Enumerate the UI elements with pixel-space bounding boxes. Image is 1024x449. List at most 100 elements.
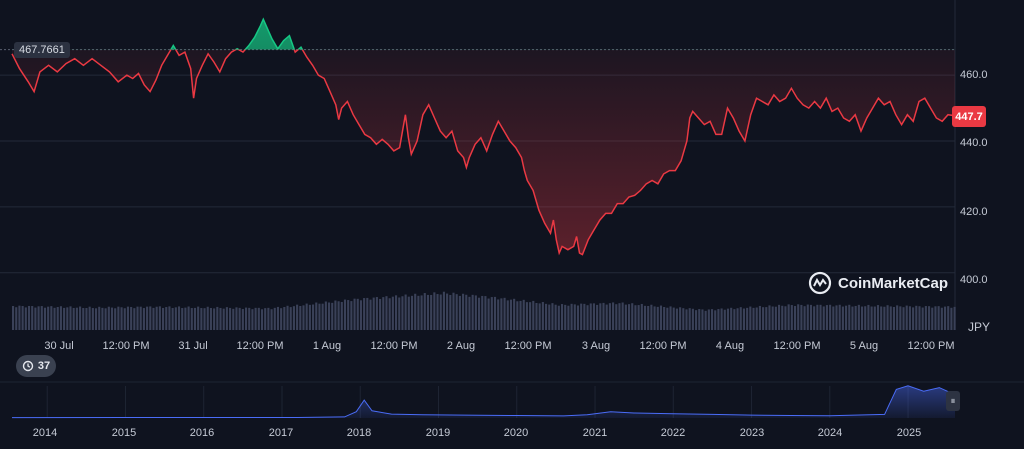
coinmarketcap-logo-icon bbox=[808, 271, 832, 295]
volume-bar bbox=[560, 304, 564, 330]
volume-bar bbox=[816, 304, 819, 330]
volume-bar bbox=[774, 306, 777, 330]
volume-bar bbox=[650, 304, 653, 330]
volume-bar bbox=[880, 306, 883, 330]
y-tick-label: 420.0 bbox=[960, 206, 988, 218]
volume-bar bbox=[733, 309, 736, 330]
volume-bar bbox=[803, 306, 806, 330]
navigator-area[interactable] bbox=[12, 385, 955, 418]
volume-bar bbox=[72, 307, 75, 330]
volume-bar bbox=[82, 308, 85, 330]
volume-bar bbox=[525, 302, 528, 330]
volume-bar bbox=[104, 308, 107, 330]
volume-bar bbox=[53, 307, 56, 330]
volume-bar bbox=[739, 307, 742, 330]
volume-bar bbox=[695, 310, 698, 330]
volume-bar bbox=[446, 293, 449, 330]
volume-bar bbox=[688, 308, 691, 330]
volume-bar bbox=[347, 300, 350, 330]
volume-bar bbox=[423, 293, 426, 330]
volume-bar bbox=[449, 294, 452, 330]
volume-bar bbox=[915, 305, 918, 330]
volume-bar bbox=[177, 306, 181, 330]
volume-bar bbox=[21, 306, 24, 330]
volume-bar bbox=[883, 306, 886, 330]
volume-bar bbox=[474, 295, 477, 330]
volume-bar bbox=[248, 307, 251, 330]
volume-bar bbox=[541, 302, 544, 330]
volume-bar bbox=[337, 301, 340, 330]
volume-bar bbox=[742, 308, 745, 330]
volume-bar bbox=[481, 295, 484, 330]
volume-bar bbox=[592, 303, 595, 330]
history-button[interactable]: 37 bbox=[16, 355, 56, 377]
volume-bar bbox=[312, 304, 315, 330]
navigator-year-label: 2015 bbox=[111, 427, 137, 439]
volume-bar bbox=[663, 306, 666, 330]
watermark: CoinMarketCap bbox=[808, 271, 948, 295]
volume-bar bbox=[516, 301, 519, 330]
volume-bar bbox=[806, 304, 809, 330]
volume-bar bbox=[350, 301, 353, 330]
volume-bar bbox=[391, 296, 394, 330]
volume-bar bbox=[123, 308, 126, 330]
price-area-down bbox=[12, 49, 955, 255]
volume-bar bbox=[490, 297, 493, 330]
volume-bar bbox=[343, 299, 347, 330]
x-tick-label: 12:00 PM bbox=[370, 340, 418, 352]
x-tick-label: 2 Aug bbox=[446, 340, 476, 352]
volume-bar bbox=[493, 296, 497, 330]
volume-bar bbox=[12, 305, 15, 330]
navigator-year-label: 2016 bbox=[189, 427, 215, 439]
volume-bar bbox=[468, 296, 471, 330]
volume-bar bbox=[375, 297, 378, 330]
navigator-year-label: 2018 bbox=[346, 427, 372, 439]
y-tick-label: 440.0 bbox=[960, 137, 988, 149]
volume-bar bbox=[66, 307, 69, 330]
volume-bar bbox=[612, 302, 615, 330]
volume-bar bbox=[50, 306, 53, 330]
volume-bar bbox=[363, 298, 366, 330]
volume-bar bbox=[832, 306, 835, 330]
volume-bar bbox=[717, 309, 720, 330]
x-tick-label: 12:00 PM bbox=[504, 340, 552, 352]
volume-bar bbox=[130, 306, 133, 330]
navigator-gridlines bbox=[46, 386, 909, 418]
volume-bar bbox=[545, 303, 548, 330]
volume-bar bbox=[487, 298, 490, 330]
price-line-down bbox=[11, 49, 955, 256]
volume-bar bbox=[229, 307, 232, 330]
volume-bar bbox=[133, 308, 136, 330]
volume-bar bbox=[152, 307, 155, 330]
volume-bar bbox=[586, 305, 589, 330]
volume-bar bbox=[168, 306, 171, 330]
volume-bar bbox=[928, 306, 931, 330]
volume-bar bbox=[465, 294, 468, 330]
volume-bar bbox=[286, 305, 289, 330]
volume-bar bbox=[924, 306, 927, 330]
volume-bar bbox=[637, 305, 640, 330]
volume-bar bbox=[79, 306, 82, 330]
volume-bar bbox=[723, 309, 726, 330]
volume-bar bbox=[762, 307, 765, 330]
volume-bar bbox=[382, 297, 385, 330]
volume-bar bbox=[292, 306, 295, 330]
volume-bar bbox=[222, 308, 225, 330]
volume-bar bbox=[755, 307, 758, 330]
volume-bar bbox=[899, 306, 902, 330]
volume-bar bbox=[197, 306, 200, 330]
volume-bar bbox=[280, 308, 283, 330]
volume-bar bbox=[497, 299, 500, 330]
volume-bar bbox=[452, 292, 455, 330]
volume-bar bbox=[809, 304, 813, 330]
volume-bar bbox=[647, 305, 650, 330]
volume-bar bbox=[608, 303, 611, 330]
navigator-handle[interactable]: ⏸ bbox=[946, 391, 960, 411]
volume-bar bbox=[800, 304, 803, 330]
volume-bar bbox=[698, 309, 701, 330]
price-area-up bbox=[170, 19, 303, 50]
volume-bar bbox=[567, 305, 570, 330]
navigator-year-label: 2021 bbox=[582, 427, 608, 439]
x-tick-label: 30 Jul bbox=[44, 340, 74, 352]
